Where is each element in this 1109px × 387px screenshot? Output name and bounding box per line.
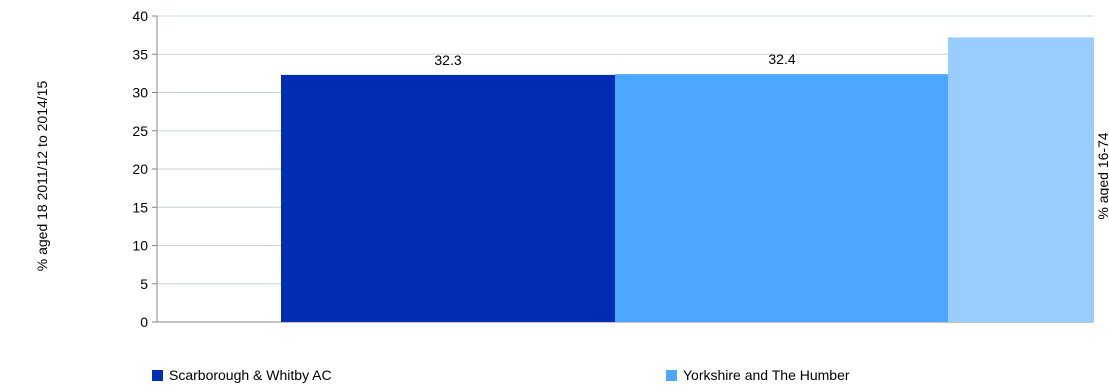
y-tick-label: 40 xyxy=(132,8,148,24)
bar-0 xyxy=(281,74,615,322)
secondary-y-axis-title: % aged 16-74 xyxy=(1095,132,1109,219)
y-tick-label: 35 xyxy=(132,46,148,62)
y-tick-label: 30 xyxy=(132,85,148,101)
legend-swatch xyxy=(666,369,677,381)
legend-label: Scarborough & Whitby AC xyxy=(169,367,332,383)
legend-item-scarborough: Scarborough & Whitby AC xyxy=(152,367,332,383)
legend-label: Yorkshire and The Humber xyxy=(683,367,850,383)
data-labels: 32.3 32.4 xyxy=(434,51,795,68)
y-tick-label: 10 xyxy=(132,238,148,254)
y-tick-label: 25 xyxy=(132,123,148,139)
y-axis-ticks: 0 5 10 15 20 25 30 35 40 xyxy=(132,8,157,330)
y-tick-label: 15 xyxy=(132,199,148,215)
legend-item-yorkshire: Yorkshire and The Humber xyxy=(666,367,850,383)
y-tick-label: 5 xyxy=(140,276,148,292)
data-label-0: 32.3 xyxy=(434,52,461,68)
bars xyxy=(281,37,1094,323)
bar-2 xyxy=(948,37,1094,323)
y-tick-label: 20 xyxy=(132,161,148,177)
y-axis-title: % aged 18 2011/12 to 2014/15 xyxy=(34,81,50,272)
data-label-1: 32.4 xyxy=(768,51,795,67)
y-tick-label: 0 xyxy=(140,314,148,330)
bar-1 xyxy=(615,74,949,322)
legend-swatch xyxy=(152,369,163,381)
